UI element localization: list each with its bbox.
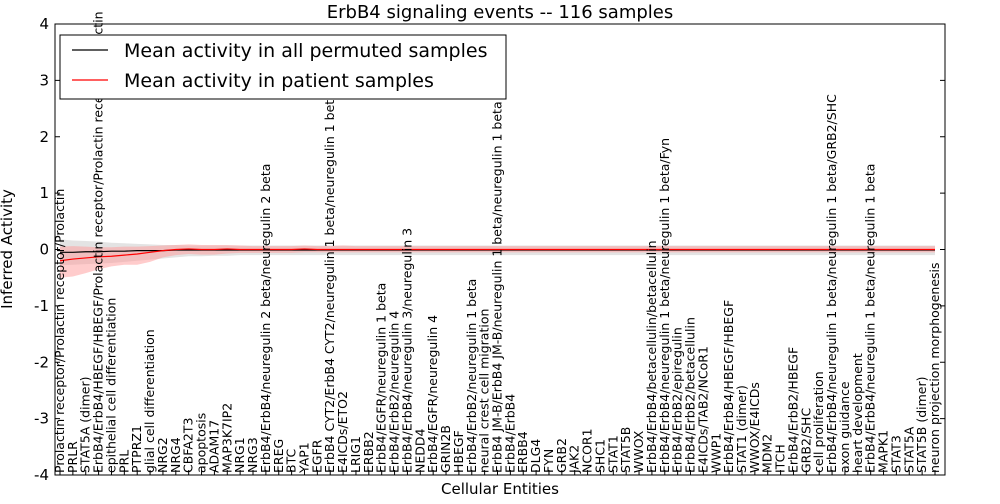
x-tick-label: WWOX	[631, 430, 646, 473]
x-tick-label: neural crest cell migration	[477, 309, 492, 473]
x-tick-label: JAK2	[567, 445, 582, 474]
legend: Mean activity in all permuted samples Me…	[59, 34, 507, 100]
x-tick-label: ErbB4/ErbB2/betacellulin	[683, 317, 698, 473]
y-tick-label: -2	[34, 353, 49, 371]
x-tick-label: STAT5B	[618, 427, 633, 473]
x-tick-label: NCOR1	[580, 428, 595, 473]
x-tick-label: EREG	[271, 439, 286, 473]
x-tick-label: LRIG1	[348, 436, 363, 473]
x-tick-label: ITCH	[773, 444, 788, 473]
x-tick-label: ErbB4/ErbB4/betacellulin/betacellulin	[644, 240, 659, 473]
x-tick-label: MAPK1	[876, 430, 891, 473]
series-line-1	[59, 248, 935, 262]
y-tick-label: 1	[39, 184, 49, 202]
x-tick-label: DLG4	[528, 439, 543, 473]
x-tick-label: ERBB2	[361, 431, 376, 473]
x-tick-label: apoptosis	[194, 413, 209, 473]
x-tick-label: CBFA2T3	[181, 418, 196, 473]
x-tick-label: SHC1	[592, 439, 607, 473]
x-tick-label: EGFR	[309, 439, 324, 473]
x-tick-label: E4ICDs/TAB2/NCoR1	[695, 346, 710, 473]
y-tick-label: 2	[39, 128, 49, 146]
x-tick-label: NEDD4	[412, 429, 427, 473]
x-tick-label: Prolactin receptor/Prolactin receptor/Pr…	[52, 189, 67, 473]
x-tick-label: heart development	[850, 353, 865, 473]
x-tick-label: NRG4	[168, 437, 183, 473]
y-tick-label: -3	[34, 410, 49, 428]
x-tick-label: NRG2	[155, 437, 170, 473]
x-tick-label: ErbB4/EGFR/neuregulin 4	[425, 315, 440, 473]
y-tick-label: -4	[34, 466, 49, 484]
x-tick-label: YAP1	[296, 442, 311, 474]
y-tick-label: -1	[34, 297, 49, 315]
x-tick-label: ErbB4/ErbB4/neuregulin 2 beta/neuregulin…	[258, 164, 273, 473]
x-tick-label: MDM2	[760, 434, 775, 473]
legend-label-permuted: Mean activity in all permuted samples	[124, 40, 487, 62]
x-tick-label: ErbB4 JM-B/ErbB4 JM-B/neuregulin 1 beta/…	[490, 101, 505, 473]
x-tick-label: ERBB4	[515, 431, 530, 473]
y-tick-label: 0	[39, 241, 49, 259]
x-tick-label: ErbB4/ErbB4/HBEGF/HBEGF/Prolactin recept…	[91, 11, 106, 473]
x-tick-label: NRG1	[232, 437, 247, 473]
y-axis-title: Inferred Activity	[0, 189, 16, 309]
x-axis-title: Cellular Entities	[441, 480, 559, 498]
x-tick-label: WWOX/E4ICDs	[747, 382, 762, 473]
x-tick-label: STAT1	[605, 435, 620, 473]
x-tick-label: WWP1	[708, 433, 723, 473]
x-tick-label: ErbB4/ErbB4	[502, 394, 517, 473]
x-tick-label: BTC	[284, 449, 299, 473]
x-tick-label: ErbB4/ErbB4/neuregulin 1 beta/neuregulin…	[824, 94, 839, 473]
y-tick-label: 4	[39, 15, 49, 33]
x-tick-label: ErbB4/ErbB2/HBEGF	[785, 347, 800, 473]
x-tick-label: epithelial cell differentiation	[103, 298, 118, 473]
x-tick-label: ErbB4/ErbB2/epiregulin	[670, 327, 685, 473]
x-tick-label: STAT3	[888, 435, 903, 473]
x-tick-label: ADAM17	[206, 420, 221, 473]
legend-box	[59, 34, 507, 100]
series-band-1	[60, 244, 935, 278]
x-tick-label: STAT5B (dimer)	[914, 377, 929, 473]
x-tick-label: FYN	[541, 449, 556, 473]
x-tick-label: E4ICDs/ETO2	[335, 391, 350, 473]
x-tick-label: STAT5A	[901, 426, 916, 473]
x-tick-label: PRL	[116, 450, 131, 473]
x-tick-label: NRG3	[245, 437, 260, 473]
x-tick-label: HBEGF	[451, 430, 466, 473]
x-tick-label: ErbB4/ErbB2/neuregulin 4	[387, 311, 402, 473]
x-tick-label: ErbB4/EGFR/neuregulin 1 beta	[374, 283, 389, 473]
x-tick-label: ErbB4/ErbB2/neuregulin 1 beta	[464, 279, 479, 473]
x-tick-label: ErbB4/ErbB4/neuregulin 1 beta/neuregulin…	[657, 138, 672, 473]
x-tick-label: PRLR	[65, 441, 80, 473]
x-tick-label: axon guidance	[837, 381, 852, 473]
x-tick-label: glial cell differentiation	[142, 329, 157, 473]
x-tick-label: ErbB4/ErbB4/neuregulin 1 beta/neuregulin…	[863, 164, 878, 473]
x-tick-label: ErbB4/ErbB4/neuregulin 3/neuregulin 3	[399, 228, 414, 473]
legend-label-patient: Mean activity in patient samples	[124, 70, 434, 92]
x-tick-label: cell proliferation	[811, 371, 826, 473]
x-tick-label: GRB2/SHC	[798, 408, 813, 473]
x-tick-label: GRIN2B	[438, 425, 453, 473]
x-tick-label: ErbB4/ErbB4/HBEGF/HBEGF	[721, 300, 736, 473]
x-tick-label: ErbB4 CYT2/ErbB4 CYT2/neuregulin 1 beta/…	[322, 92, 337, 473]
chart-title: ErbB4 signaling events -- 116 samples	[327, 2, 674, 23]
x-tick-label: MAP3K7IP2	[219, 403, 234, 473]
x-tick-label: STAT1 (dimer)	[734, 385, 749, 473]
x-tick-label: GRB2	[554, 438, 569, 473]
y-tick-label: 3	[39, 71, 49, 89]
x-tick-label: PTPRZ1	[129, 425, 144, 473]
x-tick-label: STAT5A (dimer)	[78, 377, 93, 473]
plot-area: -4 -3 -2 -1 0 1 2 3 4 Prolactin receptor/Prolacti…	[34, 11, 946, 484]
x-tick-label: neuron projection morphogenesis	[927, 262, 942, 473]
